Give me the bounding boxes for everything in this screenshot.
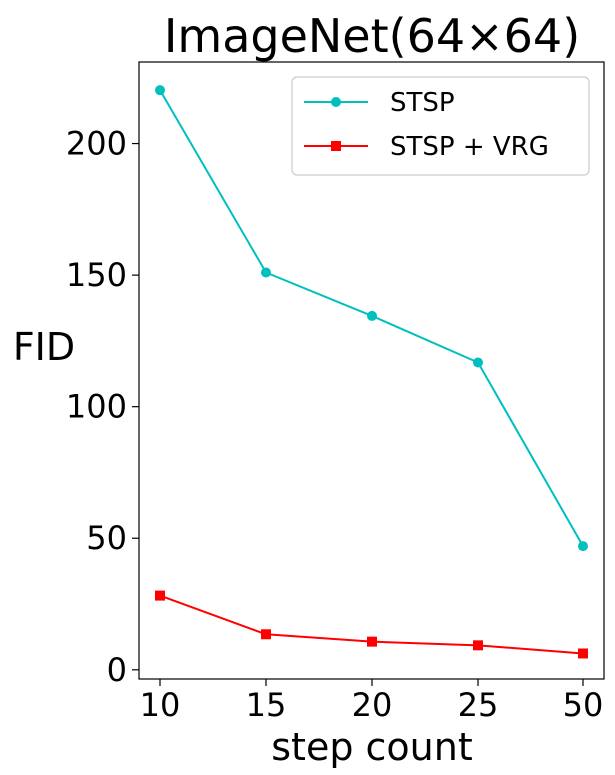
- data-point: [155, 85, 165, 96]
- x-tick-label: 15: [246, 686, 287, 724]
- data-point: [367, 636, 377, 647]
- y-tick-label: 100: [66, 388, 127, 426]
- x-axis-ticks: 10 15 20 25 50: [140, 679, 604, 724]
- y-tick-label: 50: [86, 519, 127, 557]
- y-axis-ticks: 0 50 100 150 200: [66, 125, 139, 689]
- data-point: [367, 310, 377, 321]
- legend-label: STSP: [390, 88, 455, 118]
- legend: STSP STSP + VRG: [291, 76, 590, 176]
- chart-title: ImageNet(64×64): [164, 9, 580, 63]
- x-tick-label: 10: [140, 686, 181, 724]
- x-tick-label: 20: [352, 686, 393, 724]
- y-axis-label: FID: [13, 325, 75, 369]
- series-layer: [155, 85, 588, 659]
- x-tick-label: 25: [458, 686, 499, 724]
- data-point: [155, 590, 165, 601]
- legend-marker: [331, 97, 341, 107]
- data-point: [261, 629, 271, 640]
- y-tick-label: 0: [107, 651, 127, 689]
- x-axis-label: step count: [271, 725, 473, 769]
- data-point: [473, 357, 483, 368]
- legend-marker: [331, 141, 341, 151]
- x-tick-label: 50: [563, 686, 604, 724]
- data-point: [473, 640, 483, 651]
- data-point: [578, 541, 588, 552]
- data-point: [578, 648, 588, 659]
- y-tick-label: 200: [66, 125, 127, 163]
- y-tick-label: 150: [66, 256, 127, 294]
- data-point: [261, 267, 271, 278]
- legend-label: STSP + VRG: [390, 132, 549, 162]
